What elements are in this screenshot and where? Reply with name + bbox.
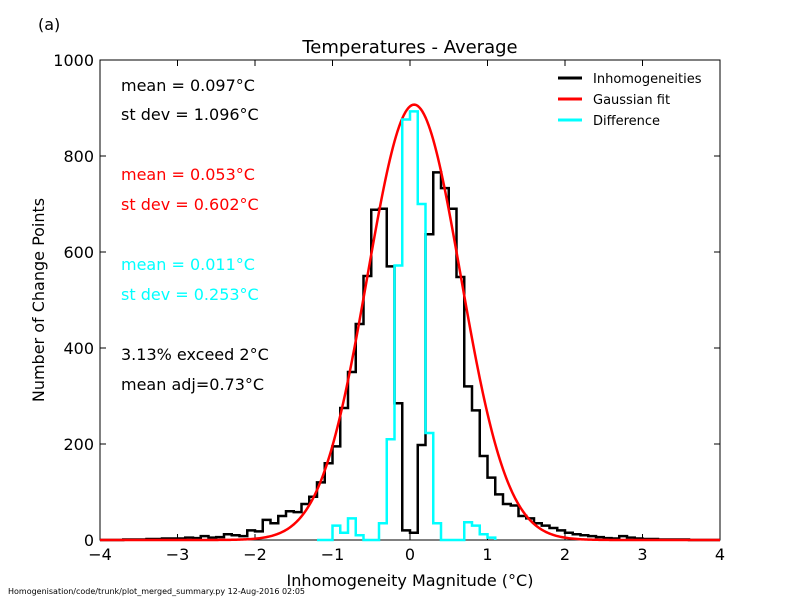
x-tick-label: 0 <box>405 545 415 564</box>
legend: Inhomogeneities Gaussian fit Difference <box>558 72 702 129</box>
stat-mean-adj: mean adj=0.73°C <box>121 375 264 394</box>
plot-area: −4 −3 −2 −1 0 1 2 3 4 0 200 400 600 800 1000 <box>53 51 725 564</box>
stat-cyan-stdev: st dev = 0.253°C <box>121 285 259 304</box>
y-tick-label: 800 <box>63 147 94 166</box>
x-axis-label: Inhomogeneity Magnitude (°C) <box>287 571 534 590</box>
stat-cyan-mean: mean = 0.011°C <box>121 255 255 274</box>
y-tick-label: 600 <box>63 243 94 262</box>
stat-black-stdev: st dev = 1.096°C <box>121 105 259 124</box>
x-tick-label: 4 <box>715 545 725 564</box>
footer-path: Homogenisation/code/trunk/plot_merged_su… <box>8 587 305 596</box>
stats-annotations: mean = 0.097°C st dev = 1.096°C mean = 0… <box>121 76 269 394</box>
chart-title: Temperatures - Average <box>301 37 517 58</box>
x-tick-label: −4 <box>88 545 112 564</box>
y-tick-label: 0 <box>84 531 94 550</box>
x-tick-label: 3 <box>637 545 647 564</box>
series-gaussian-fit <box>100 103 720 542</box>
legend-entry: Difference <box>593 114 660 129</box>
y-tick-label: 1000 <box>53 51 94 70</box>
y-tick-label: 200 <box>63 435 94 454</box>
legend-entry: Inhomogeneities <box>593 72 702 87</box>
stat-red-stdev: st dev = 0.602°C <box>121 195 259 214</box>
axis-ticks: −4 −3 −2 −1 0 1 2 3 4 0 200 400 600 800 1000 <box>53 51 725 564</box>
y-tick-label: 400 <box>63 339 94 358</box>
x-tick-label: 1 <box>482 545 492 564</box>
x-tick-label: −2 <box>243 545 267 564</box>
panel-label: (a) <box>38 15 60 34</box>
stat-black-mean: mean = 0.097°C <box>121 76 255 95</box>
x-tick-label: 2 <box>560 545 570 564</box>
stat-exceed: 3.13% exceed 2°C <box>121 345 269 364</box>
stat-red-mean: mean = 0.053°C <box>121 165 255 184</box>
legend-entry: Gaussian fit <box>593 93 670 108</box>
series-inhomogeneities <box>100 171 720 542</box>
x-tick-label: −3 <box>166 545 190 564</box>
series-difference <box>317 110 497 542</box>
y-axis-label: Number of Change Points <box>29 198 48 402</box>
x-tick-label: −1 <box>321 545 345 564</box>
series-layer <box>100 103 720 542</box>
